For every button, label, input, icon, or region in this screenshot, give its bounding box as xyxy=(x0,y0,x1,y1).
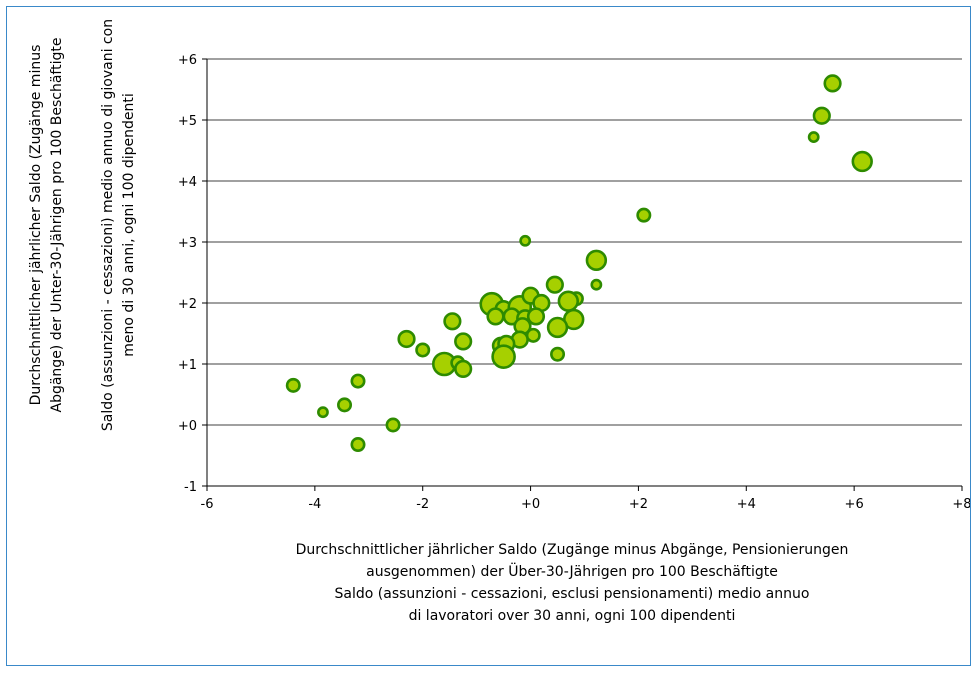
data-point xyxy=(557,290,580,312)
data-point xyxy=(823,74,842,93)
y-tick-label: +0 xyxy=(178,419,197,434)
x-tick-label: +0 xyxy=(521,497,540,512)
tick-labels: -1 +0 +1 +2 +3 +4 +5 +6 -6 -4 -2 +0 +2 +4 +6 +8 xyxy=(178,53,970,512)
y-tick-label: +6 xyxy=(178,53,197,68)
data-point xyxy=(851,150,873,173)
data-point xyxy=(636,207,652,223)
axis-title-line: Saldo (assunzioni - cessazioni) medio an… xyxy=(100,19,116,431)
data-point xyxy=(337,397,353,413)
data-point xyxy=(526,307,546,326)
data-point xyxy=(350,373,366,389)
x-axis-title: Durchschnittlicher jährlicher Saldo (Zug… xyxy=(296,542,849,624)
data-point xyxy=(585,249,608,272)
axis-title-line: Durchschnittlicher jährlicher Saldo (Zug… xyxy=(296,542,849,558)
data-point xyxy=(486,307,505,326)
data-point xyxy=(519,234,532,247)
axis-title-line: Saldo (assunzioni - cessazioni, esclusi … xyxy=(335,586,810,602)
y-tick-label: -1 xyxy=(184,480,197,495)
y-axis-title-german: Durchschnittlicher jährlicher Saldo (Zug… xyxy=(28,38,65,413)
y-tick-label: +2 xyxy=(178,297,197,312)
x-tick-label: -6 xyxy=(201,497,214,512)
axis-title-line: di lavoratori over 30 anni, ogni 100 dip… xyxy=(409,608,736,624)
data-point xyxy=(491,344,516,369)
chart-frame: -1 +0 +1 +2 +3 +4 +5 +6 -6 -4 -2 +0 +2 +4 +6 +8 Durchsc… xyxy=(6,6,971,666)
data-point xyxy=(454,359,473,378)
data-point xyxy=(317,406,329,419)
data-point xyxy=(397,329,416,349)
data-point xyxy=(545,275,564,294)
x-tick-label: +6 xyxy=(845,497,864,512)
data-point xyxy=(525,327,541,343)
data-point xyxy=(590,278,603,291)
data-point xyxy=(350,437,366,453)
x-tick-label: +4 xyxy=(737,497,756,512)
y-tick-label: +4 xyxy=(178,175,197,190)
axis-title-line: ausgenommen) der Über-30-Jährigen pro 10… xyxy=(366,562,778,580)
data-point xyxy=(385,417,401,433)
data-point xyxy=(812,106,831,125)
scatter-chart: -1 +0 +1 +2 +3 +4 +5 +6 -6 -4 -2 +0 +2 +4 +6 +8 Durchsc… xyxy=(28,19,970,624)
data-point xyxy=(443,312,462,331)
data-point xyxy=(285,377,301,393)
y-axis-title-italian: Saldo (assunzioni - cessazioni) medio an… xyxy=(100,19,137,431)
axes xyxy=(202,58,963,491)
y-tick-label: +3 xyxy=(178,236,197,251)
y-tick-label: +1 xyxy=(178,358,197,373)
gridlines xyxy=(207,58,962,426)
axis-title-line: Abgänge) der Unter-30-Jährigen pro 100 B… xyxy=(49,38,65,413)
x-tick-label: -4 xyxy=(308,497,321,512)
data-point xyxy=(807,131,820,143)
axis-title-line: Durchschnittlicher jährlicher Saldo (Zug… xyxy=(28,45,44,406)
data-point xyxy=(415,342,431,358)
data-point xyxy=(454,332,473,351)
data-point xyxy=(546,316,569,339)
x-tick-label: -2 xyxy=(416,497,429,512)
axis-title-line: meno di 30 anni, ogni 100 dipendenti xyxy=(121,93,137,356)
data-point xyxy=(550,346,566,362)
y-tick-label: +5 xyxy=(178,114,197,129)
data-points xyxy=(285,74,873,453)
x-tick-label: +8 xyxy=(952,497,970,512)
x-tick-label: +2 xyxy=(629,497,648,512)
